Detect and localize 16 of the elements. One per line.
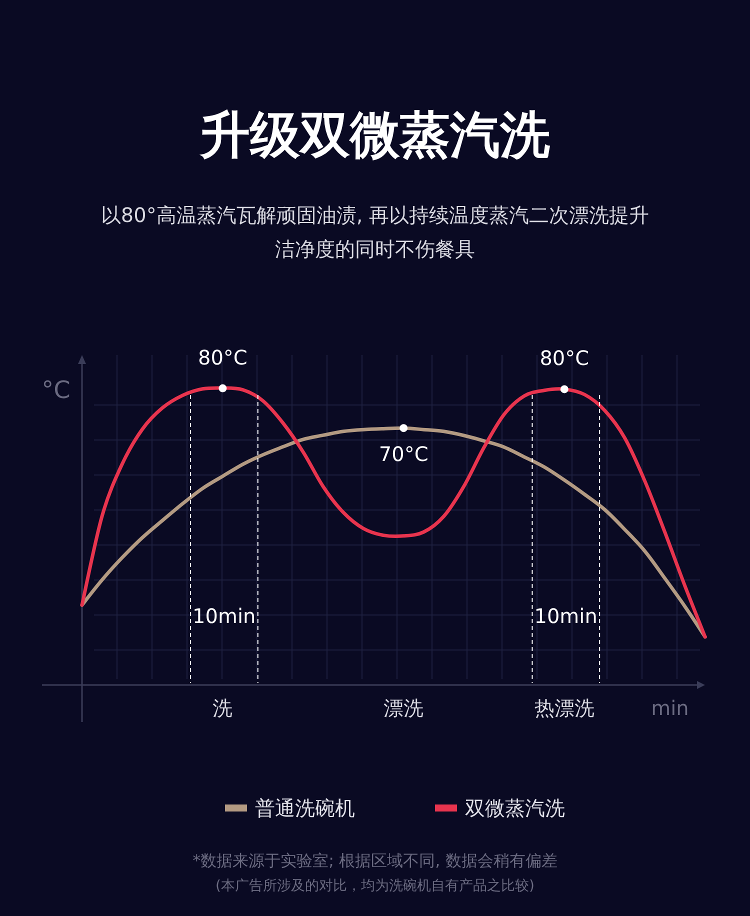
annotation: 10min: [192, 604, 256, 628]
legend-label: 普通洗碗机: [255, 796, 355, 820]
annotation: 80°C: [198, 345, 248, 370]
x-axis-title: min: [651, 696, 689, 720]
annotation: 80°C: [540, 346, 590, 370]
text: *数据来源于实验室; 根据区域不同, 数据会稍有偏差: [192, 851, 558, 870]
x-tick-label: 洗: [212, 696, 233, 720]
x-tick-label: 热漂洗: [534, 696, 594, 720]
annotation: 70°C: [378, 442, 428, 466]
legend-label: 双微蒸汽洗: [465, 796, 565, 820]
chart-subtitle: 以80°高温蒸汽瓦解顽固油渍, 再以持续温度蒸汽二次漂洗提升洁净度的同时不伤餐具: [100, 203, 650, 261]
text: (本广告所涉及的对比，均为洗碗机自有产品之比较): [216, 878, 534, 894]
y-axis-title: °C: [42, 376, 70, 404]
x-tick-label: 漂洗: [384, 696, 424, 720]
chart-title: 升级双微蒸汽洗: [199, 106, 551, 164]
annotation: 10min: [534, 604, 598, 628]
